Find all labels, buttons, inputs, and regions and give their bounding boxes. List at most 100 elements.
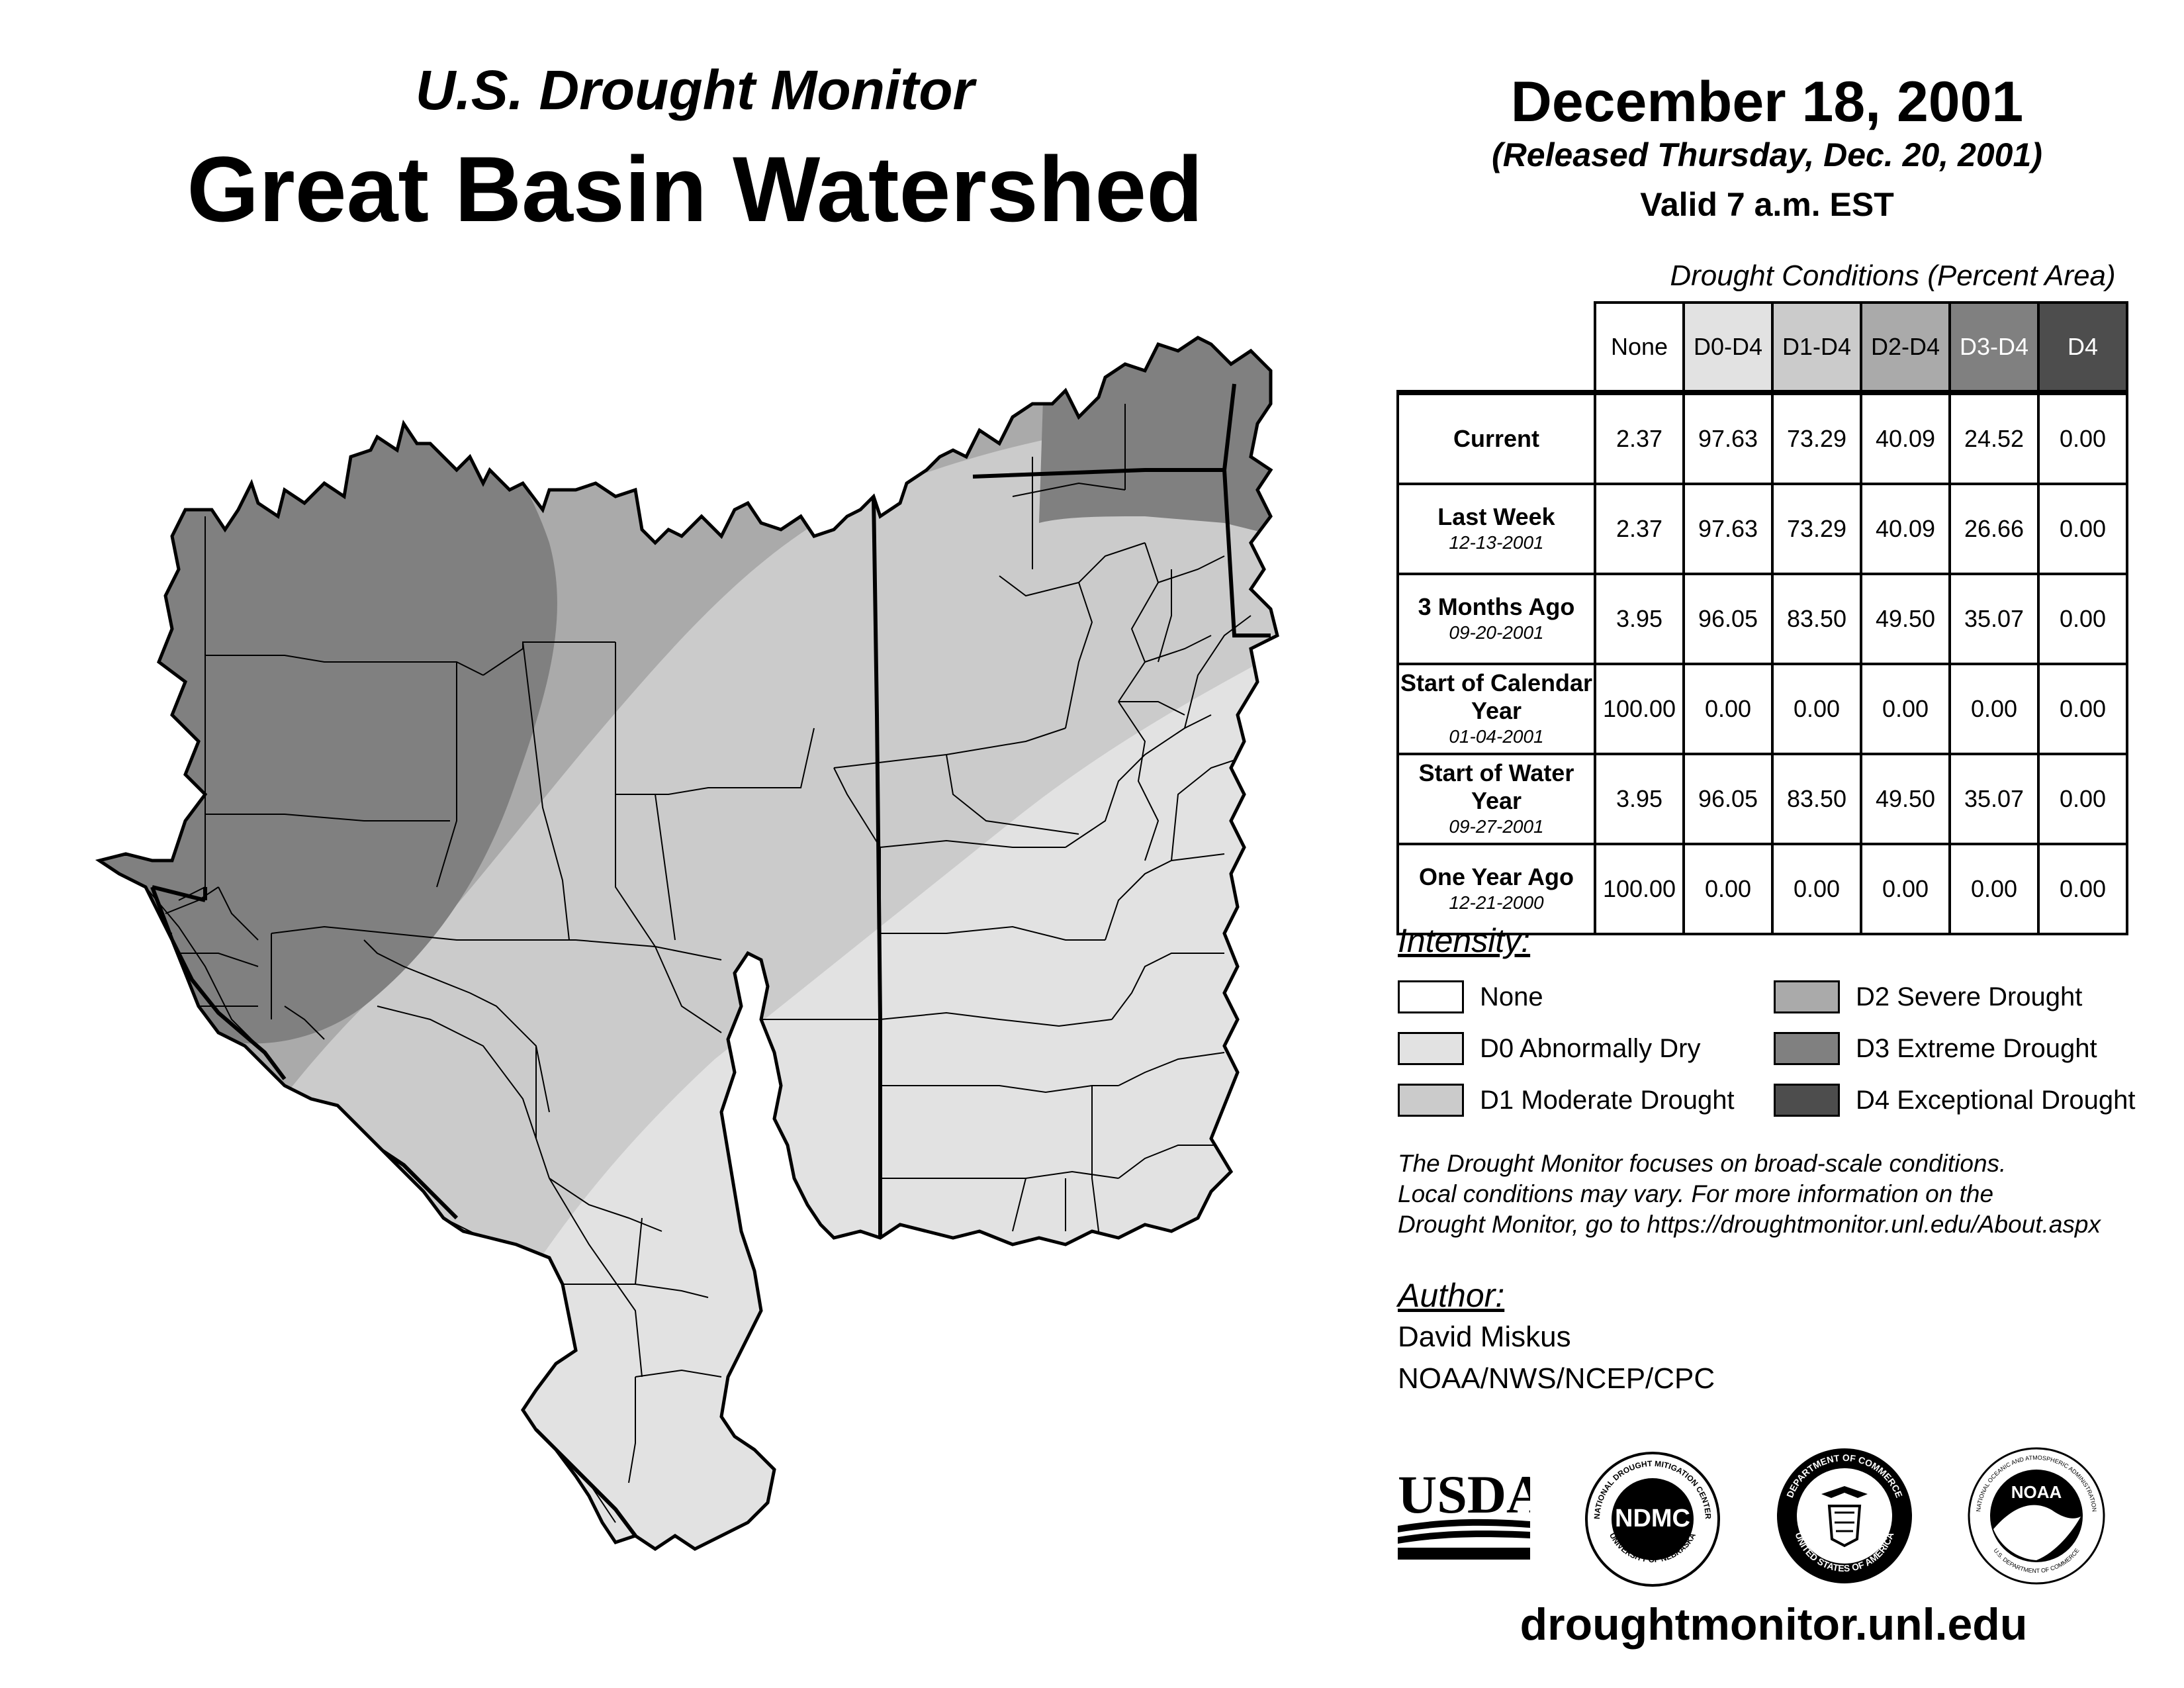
table-cell: 0.00: [2037, 573, 2128, 665]
table-cell: 0.00: [1860, 843, 1951, 935]
ndmc-logo: NDMC NATIONAL DROUGHT MITIGATION CENTER …: [1585, 1452, 1720, 1587]
table-cell: 35.07: [1948, 753, 2040, 845]
table-cell: 0.00: [2037, 390, 2128, 485]
table-cell: 73.29: [1771, 483, 1862, 575]
table-cell: 73.29: [1771, 390, 1862, 485]
note-line: Local conditions may vary. For more info…: [1398, 1180, 1994, 1207]
table-cell: 96.05: [1682, 753, 1774, 845]
legend-swatch: [1398, 1084, 1464, 1117]
col-d1-d4: D1-D4: [1771, 301, 1862, 394]
table-cell: 97.63: [1682, 390, 1774, 485]
table-cell: 100.00: [1594, 843, 1685, 935]
table-cell: 35.07: [1948, 573, 2040, 665]
table-cell: 100.00: [1594, 663, 1685, 755]
map-subtitle: U.S. Drought Monitor: [415, 59, 975, 121]
col-d0-d4: D0-D4: [1682, 301, 1774, 394]
note-line: Drought Monitor, go to https://droughtmo…: [1398, 1211, 2101, 1238]
legend-label: D0 Abnormally Dry: [1480, 1033, 1701, 1063]
table-cell: 26.66: [1948, 483, 2040, 575]
legend-swatch: [1398, 980, 1464, 1013]
row-label: Current: [1396, 390, 1596, 485]
doc-seal-logo: DEPARTMENT OF COMMERCE UNITED STATES OF …: [1777, 1448, 1912, 1583]
table-cell: 24.52: [1948, 390, 2040, 485]
legend-swatch: [1398, 1032, 1464, 1065]
legend-item-d0: D0 Abnormally Dry: [1398, 1030, 1700, 1067]
row-date: 12-13-2001: [1449, 532, 1544, 553]
legend-swatch: [1774, 980, 1840, 1013]
eagle-icon: [1821, 1486, 1868, 1548]
drought-conditions-table: None D0-D4 D1-D4 D2-D4 D3-D4 D4 Current …: [1396, 301, 2128, 935]
row-date: 01-04-2001: [1449, 726, 1544, 747]
row-label-text: Start of Water Year: [1418, 759, 1574, 814]
table-cell: 49.50: [1860, 573, 1951, 665]
table-cell: 49.50: [1860, 753, 1951, 845]
table-cell: 0.00: [1771, 843, 1862, 935]
legend-swatch: [1774, 1032, 1840, 1065]
row-date: 09-20-2001: [1449, 622, 1544, 643]
table-row: One Year Ago 12-21-2000 100.00 0.00 0.00 …: [1396, 843, 2128, 935]
table-cell: 40.09: [1860, 483, 1951, 575]
valid-time: Valid 7 a.m. EST: [1640, 186, 1894, 223]
table-cell: 97.63: [1682, 483, 1774, 575]
table-cell: 96.05: [1682, 573, 1774, 665]
row-label: One Year Ago 12-21-2000: [1396, 843, 1596, 935]
table-cell: 0.00: [1682, 843, 1774, 935]
col-d4: D4: [2037, 301, 2128, 394]
table-cell: 0.00: [2037, 843, 2128, 935]
table-cell: 83.50: [1771, 573, 1862, 665]
row-label-text: Last Week: [1437, 503, 1555, 530]
row-label-text: Start of Calendar Year: [1400, 669, 1593, 724]
legend-title: Intensity:: [1398, 922, 1531, 959]
website-url[interactable]: droughtmonitor.unl.edu: [1520, 1599, 2028, 1650]
col-none: None: [1594, 301, 1685, 394]
legend-swatch: [1774, 1084, 1840, 1117]
row-label: Start of Calendar Year 01-04-2001: [1396, 663, 1596, 755]
table-cell: 40.09: [1860, 390, 1951, 485]
table-row: Last Week 12-13-2001 2.37 97.63 73.29 40.…: [1396, 483, 2128, 575]
table-cell: 83.50: [1771, 753, 1862, 845]
row-label-text: One Year Ago: [1418, 863, 1574, 890]
table-row: Current 2.37 97.63 73.29 40.09 24.52 0.0…: [1396, 390, 2128, 485]
usda-logo: USDA: [1398, 1464, 1530, 1560]
row-label-text: Current: [1453, 425, 1539, 452]
legend-label: None: [1480, 982, 1543, 1011]
ndmc-text: NDMC: [1615, 1505, 1690, 1532]
noaa-logo: NOAA NATIONAL OCEANIC AND ATMOSPHERIC AD…: [1968, 1447, 2105, 1585]
table-cell: 0.00: [1771, 663, 1862, 755]
legend-label: D1 Moderate Drought: [1480, 1085, 1735, 1115]
table-cell: 2.37: [1594, 390, 1685, 485]
table-cell: 0.00: [2037, 663, 2128, 755]
row-date: 12-21-2000: [1449, 892, 1544, 913]
table-cell: 0.00: [2037, 753, 2128, 845]
row-date: 09-27-2001: [1449, 816, 1544, 837]
table-row: Start of Calendar Year 01-04-2001 100.00 …: [1396, 663, 2128, 755]
usda-logo-text: USDA: [1398, 1464, 1530, 1524]
basin-outline: [95, 336, 1279, 1552]
legend-label: D4 Exceptional Drought: [1856, 1085, 2136, 1115]
row-label: 3 Months Ago 09-20-2001: [1396, 573, 1596, 665]
author-name: David Miskus: [1398, 1321, 1571, 1353]
author-org: NOAA/NWS/NCEP/CPC: [1398, 1362, 1715, 1395]
note-line: The Drought Monitor focuses on broad-sca…: [1398, 1150, 2007, 1177]
legend-item-d1: D1 Moderate Drought: [1398, 1082, 1735, 1119]
row-label: Start of Water Year 09-27-2001: [1396, 753, 1596, 845]
table-row: Start of Water Year 09-27-2001 3.95 96.05…: [1396, 753, 2128, 845]
table-cell: 0.00: [1948, 843, 2040, 935]
legend-item-none: None: [1398, 978, 1543, 1015]
table-corner: [1398, 303, 1595, 393]
release-date: (Released Thursday, Dec. 20, 2001): [1492, 136, 2042, 173]
disclaimer-note: The Drought Monitor focuses on broad-sca…: [1398, 1149, 2179, 1240]
legend-item-d4: D4 Exceptional Drought: [1774, 1082, 2135, 1119]
map-title: Great Basin Watershed: [187, 137, 1203, 241]
legend-item-d3: D3 Extreme Drought: [1774, 1030, 2097, 1067]
table-cell: 3.95: [1594, 573, 1685, 665]
table-cell: 3.95: [1594, 753, 1685, 845]
drought-map: [95, 336, 1279, 1552]
table-cell: 0.00: [1948, 663, 2040, 755]
noaa-bird-icon: [1993, 1505, 2081, 1560]
noaa-text: NOAA: [2011, 1482, 2062, 1502]
table-cell: 0.00: [1682, 663, 1774, 755]
col-d3-d4: D3-D4: [1948, 301, 2040, 394]
table-caption: Drought Conditions (Percent Area): [1670, 259, 2116, 292]
table-cell: 0.00: [1860, 663, 1951, 755]
